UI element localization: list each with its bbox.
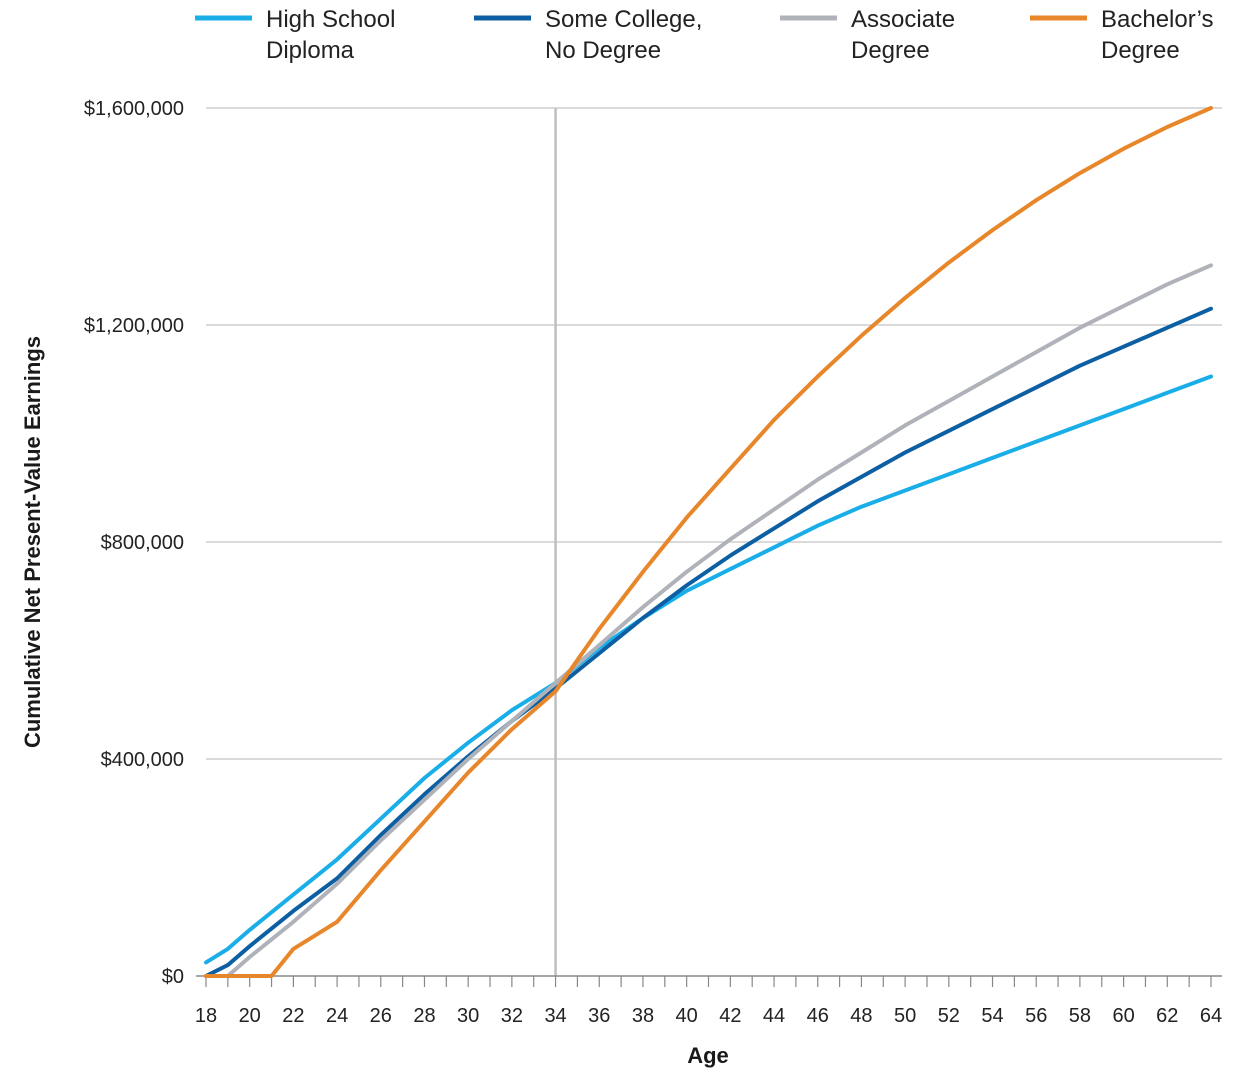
chart-legend: High School Diploma Some College, No Degree…	[195, 6, 1214, 64]
y-axis: $0 $400,000 $800,000 $1,200,000 $1,600,000	[84, 98, 184, 988]
series-lines	[204, 106, 1213, 978]
x-tick-label: 64	[1200, 1005, 1222, 1027]
x-tick-label: 26	[370, 1005, 392, 1027]
legend-label-line: No Degree	[545, 37, 661, 64]
x-tick-label: 62	[1156, 1005, 1178, 1027]
x-tick-label: 32	[501, 1005, 523, 1027]
x-tick-label: 60	[1112, 1005, 1134, 1027]
legend-label-bachelor-s-degree: Bachelor’s Degree	[1101, 6, 1214, 64]
x-tick-label: 30	[457, 1005, 479, 1027]
x-tick-label: 44	[763, 1005, 785, 1027]
y-tick-label: $400,000	[101, 749, 184, 771]
y-gridlines	[206, 107, 1222, 760]
x-tick-label: 46	[807, 1005, 829, 1027]
y-tick-label: $1,200,000	[84, 315, 184, 337]
x-tick-label: 54	[981, 1005, 1003, 1027]
y-tick-label: $0	[162, 966, 184, 988]
x-tick-label: 58	[1069, 1005, 1091, 1027]
legend-label-line: High School	[266, 6, 395, 33]
x-tick-label: 24	[326, 1005, 348, 1027]
x-tick-label: 48	[850, 1005, 872, 1027]
x-tick-label: 42	[719, 1005, 741, 1027]
series-line-associate-degree	[204, 263, 1213, 978]
x-tick-label: 52	[938, 1005, 960, 1027]
legend-label-line: Bachelor’s	[1101, 6, 1214, 33]
legend-label-line: Some College,	[545, 6, 702, 33]
series-line-some-college-no-degree	[204, 306, 1213, 978]
x-tick-label: 56	[1025, 1005, 1047, 1027]
x-tick-label: 18	[195, 1005, 217, 1027]
y-axis-title: Cumulative Net Present-Value Earnings	[20, 336, 45, 748]
legend-label-high-school-diploma: High School Diploma	[266, 6, 395, 64]
x-tick-label: 38	[632, 1005, 654, 1027]
series-line-high-school-diploma	[204, 374, 1213, 965]
legend-label-some-college-no-degree: Some College, No Degree	[545, 6, 702, 64]
legend-label-line: Diploma	[266, 37, 355, 64]
y-tick-label: $1,600,000	[84, 98, 184, 120]
x-tick-label: 20	[239, 1005, 261, 1027]
x-axis-title: Age	[687, 1043, 729, 1068]
x-tick-label: 34	[544, 1005, 566, 1027]
x-tick-label: 28	[413, 1005, 435, 1027]
legend-label-line: Degree	[1101, 37, 1180, 64]
x-tick-label: 22	[282, 1005, 304, 1027]
x-axis: 18 20 22 24 26 28 30 32 34 36 38 40 42 44 46 48 50 52 54 56…	[195, 975, 1222, 1027]
x-tick-label: 50	[894, 1005, 916, 1027]
x-tick-label: 40	[676, 1005, 698, 1027]
legend-label-line: Associate	[851, 6, 955, 33]
series-line-bachelor-s-degree	[204, 106, 1213, 978]
legend-label-associate-degree: Associate Degree	[851, 6, 955, 64]
y-tick-label: $800,000	[101, 532, 184, 554]
legend-label-line: Degree	[851, 37, 930, 64]
x-tick-label: 36	[588, 1005, 610, 1027]
